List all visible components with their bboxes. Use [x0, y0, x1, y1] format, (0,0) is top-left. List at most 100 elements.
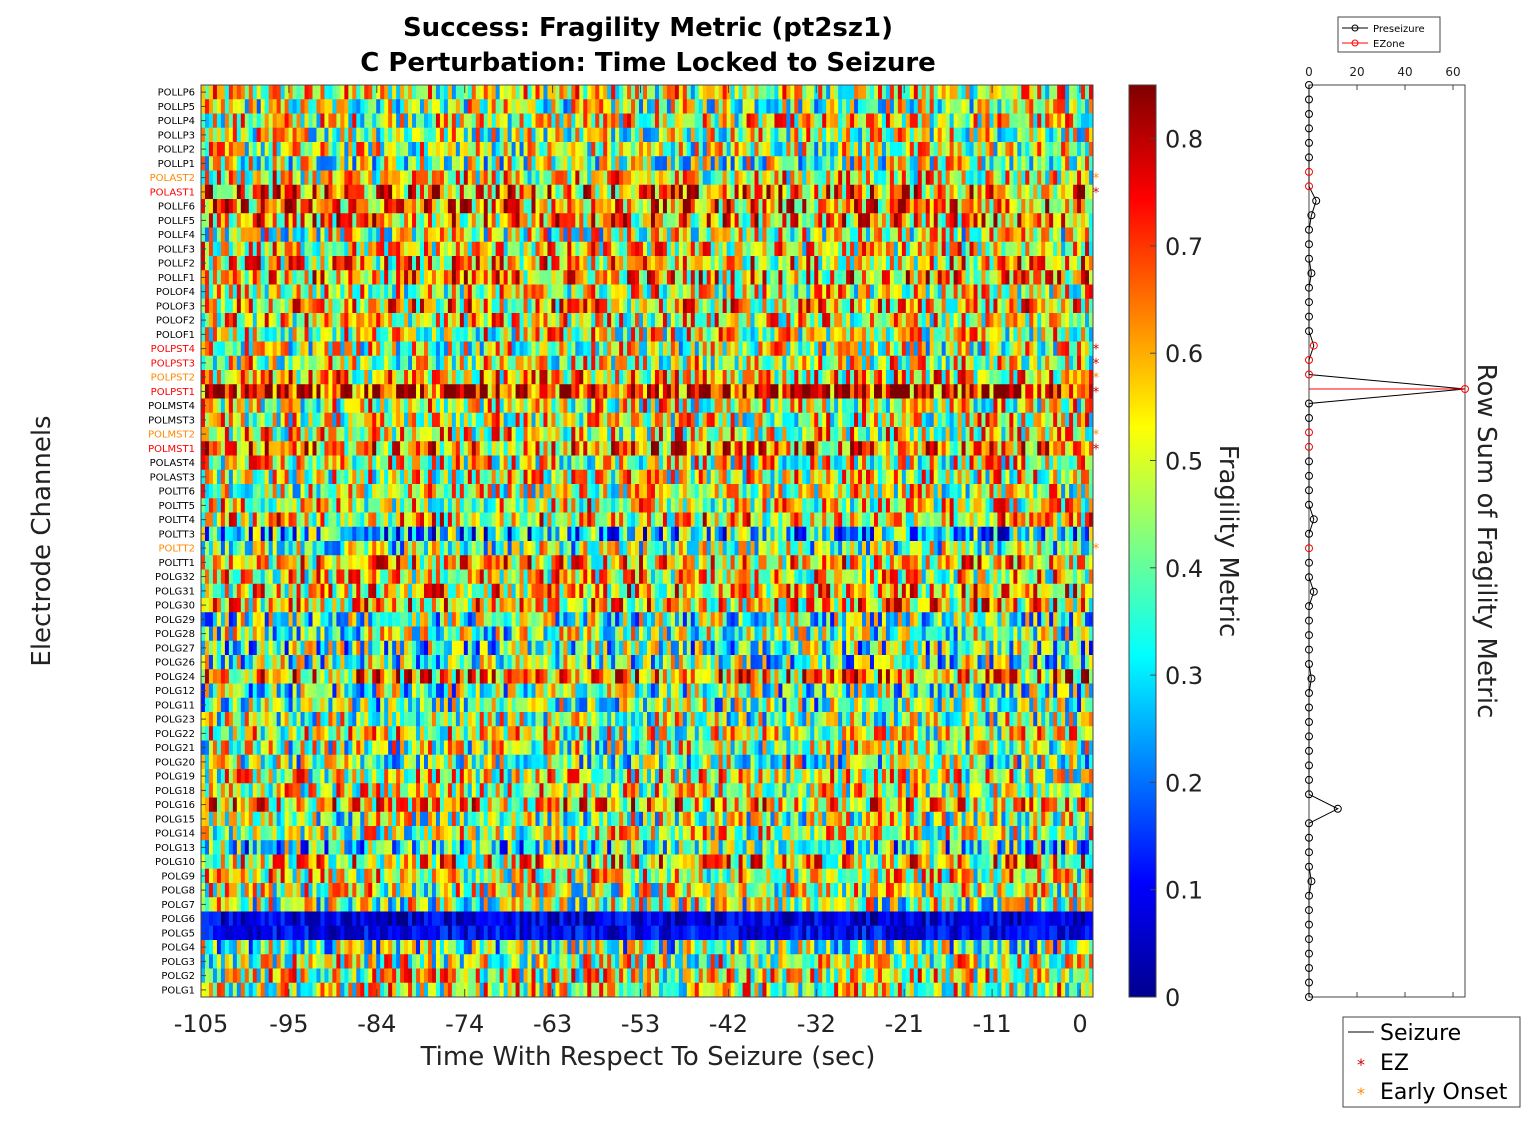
heatmap-row	[201, 598, 1094, 613]
ez-legend-marker: *	[1357, 1055, 1365, 1074]
preseizure-point	[1312, 196, 1321, 205]
x-tick-label: -21	[885, 1010, 924, 1038]
preseizure-point	[1305, 993, 1313, 1001]
preseizure-point	[1305, 573, 1313, 582]
heatmap-row	[201, 313, 1094, 328]
preseizure-point	[1309, 587, 1318, 596]
preseizure-point	[1305, 819, 1313, 828]
colorbar-tick-label: 0.2	[1165, 769, 1203, 797]
heatmap-row	[201, 327, 1094, 342]
preseizure-point	[1305, 471, 1313, 480]
channel-label: POLPST2	[151, 373, 195, 384]
heatmap-row	[201, 769, 1094, 784]
ezone-point	[1305, 182, 1313, 191]
channel-marker: *	[1093, 428, 1100, 443]
channel-label: POLMST1	[148, 444, 195, 455]
heatmap-row	[201, 284, 1094, 300]
colorbar-tick-label: 0.7	[1165, 233, 1203, 261]
channel-marker: *	[1093, 442, 1100, 457]
marker-legend: Seizure * EZ * Early Onset	[1342, 1016, 1521, 1108]
preseizure-point	[1305, 790, 1313, 799]
heatmap-row	[201, 298, 1094, 314]
channel-label: POLG1	[161, 985, 195, 996]
colorbar	[1128, 84, 1157, 998]
preseizure-point	[1305, 414, 1313, 422]
preseizure-point	[1305, 240, 1313, 249]
preseizure-point	[1305, 689, 1313, 697]
heatmap-row	[201, 726, 1094, 741]
channel-label: POLMST2	[148, 430, 195, 441]
heatmap-row	[201, 754, 1094, 770]
x-tick-label: -63	[533, 1010, 572, 1038]
rowsum-plot-frame	[1308, 84, 1466, 998]
preseizure-point	[1305, 906, 1313, 915]
heatmap-row	[201, 99, 1094, 114]
channel-label: POLG19	[155, 772, 195, 783]
channel-label: POLAST1	[150, 187, 195, 198]
heatmap-row	[201, 683, 1094, 699]
channel-label: POLTT4	[159, 515, 196, 526]
x-tick-label: -84	[357, 1010, 396, 1038]
heatmap-row	[201, 868, 1094, 884]
preseizure-point	[1305, 775, 1313, 784]
channel-label: POLLP5	[158, 102, 195, 113]
heatmap-row	[201, 370, 1094, 385]
channel-label: POLG30	[155, 601, 195, 612]
heatmap-row	[201, 498, 1094, 513]
preseizure-point	[1305, 298, 1313, 307]
channel-label: POLG28	[155, 629, 195, 640]
heatmap-row	[201, 256, 1094, 271]
heatmap-row	[201, 170, 1094, 186]
x-tick-label: -32	[797, 1010, 836, 1038]
channel-label: POLG4	[161, 943, 195, 954]
channel-label: POLG27	[155, 643, 195, 654]
heatmap-row	[201, 156, 1094, 171]
channel-label: POLLF1	[158, 273, 195, 284]
channel-label: POLAST3	[150, 472, 195, 483]
preseizure-point	[1305, 645, 1313, 654]
preseizure-point	[1305, 153, 1313, 162]
heatmap-row	[201, 455, 1094, 471]
preseizure-point	[1305, 746, 1313, 755]
preseizure-point	[1305, 964, 1313, 972]
heatmap-row	[201, 526, 1094, 542]
channel-label: POLG21	[155, 743, 195, 754]
legend-ez: EZ	[1380, 1051, 1409, 1076]
preseizure-point	[1305, 949, 1313, 958]
channel-label: POLTT6	[159, 487, 196, 498]
channel-label: POLG31	[155, 586, 195, 597]
channel-label: POLG24	[155, 672, 195, 683]
channel-marker: *	[1093, 172, 1100, 187]
heatmap-row	[201, 199, 1094, 214]
channel-label: POLLF2	[158, 259, 195, 270]
preseizure-point	[1305, 399, 1313, 408]
colorbar-tick-label: 0.3	[1165, 662, 1203, 690]
channel-label: POLLF4	[158, 230, 195, 241]
heatmap-row	[201, 569, 1094, 585]
heatmap-row	[201, 925, 1094, 941]
heatmap-row	[201, 412, 1094, 428]
heatmap-row	[201, 213, 1094, 228]
heatmap-row	[201, 541, 1094, 556]
rowsum-tick-label: 20	[1349, 65, 1364, 79]
channel-label: POLAST4	[150, 458, 195, 469]
x-tick-label: 0	[1072, 1010, 1087, 1038]
channel-label: POLTT1	[159, 558, 196, 569]
heatmap-row	[201, 384, 1094, 399]
rowsum-tick-label: 40	[1397, 65, 1412, 79]
heatmap-row	[201, 441, 1094, 456]
channel-label: POLOF4	[156, 287, 195, 298]
preseizure-point	[1305, 935, 1313, 944]
preseizure-point	[1305, 602, 1313, 611]
legend-seizure: Seizure	[1380, 1021, 1461, 1046]
heatmap-row	[201, 341, 1094, 357]
y-axis-label: Electrode Channels	[27, 415, 57, 666]
channel-label: POLLF6	[158, 202, 195, 213]
heatmap-row	[201, 940, 1094, 955]
heatmap-row	[201, 469, 1094, 485]
preseizure-point	[1305, 95, 1313, 104]
heatmap-row	[201, 954, 1094, 969]
preseizure-legend-marker	[1351, 24, 1359, 32]
channel-label: POLG9	[161, 871, 195, 882]
rowsum-x-ticks: 0 20 40 60	[1305, 65, 1461, 997]
